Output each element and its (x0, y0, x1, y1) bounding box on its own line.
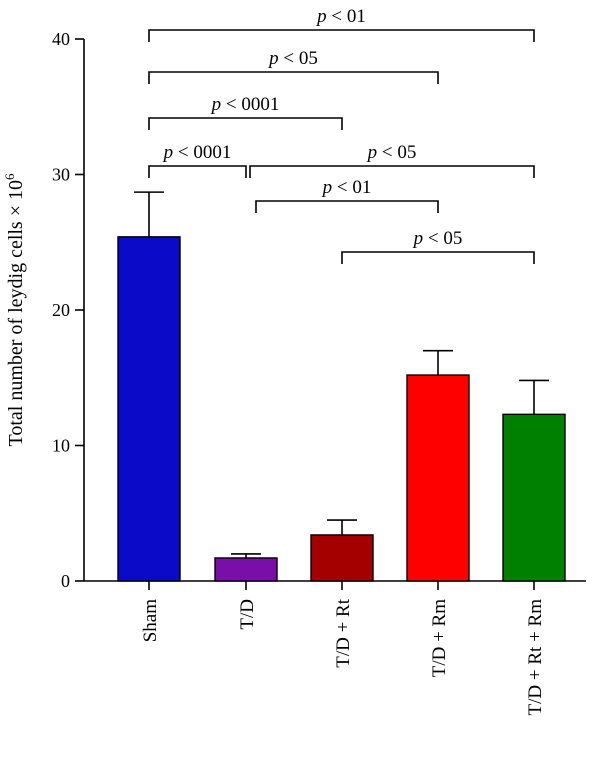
p-symbol: p (412, 228, 424, 249)
x-tick-label: T/D + Rt (333, 598, 354, 667)
significance-label: p < 05 (412, 228, 463, 249)
significance-bracket (255, 200, 439, 213)
y-tick-label: 40 (52, 29, 70, 49)
significance-bracket (148, 71, 439, 84)
x-tick-label: T/D + Rm (429, 599, 450, 677)
error-bars (134, 191, 549, 558)
significance-bracket (341, 251, 535, 264)
significance-label: p < 05 (267, 48, 318, 69)
significance-label: p < 01 (321, 177, 372, 198)
p-threshold: < 05 (423, 228, 462, 249)
p-symbol: p (366, 142, 378, 163)
bar-4 (502, 413, 566, 582)
p-symbol: p (210, 94, 222, 115)
svg-text:Total number of leydig cells ×: Total number of leydig cells × 106 (2, 173, 27, 446)
p-symbol: p (267, 48, 279, 69)
p-threshold: < 01 (332, 177, 371, 198)
y-tick-label: 10 (52, 436, 70, 456)
bar-2 (310, 534, 374, 582)
y-tick-label: 0 (61, 571, 70, 591)
significance-bracket (148, 29, 535, 42)
y-axis-label: Total number of leydig cells × 106 (2, 173, 27, 446)
significance-bracket (148, 165, 247, 178)
p-symbol: p (315, 6, 327, 27)
bar-0 (117, 236, 181, 582)
p-threshold: < 05 (377, 142, 416, 163)
significance-bracket (249, 165, 535, 178)
p-threshold: < 01 (327, 6, 366, 27)
y-axis-label-superscript: 6 (2, 173, 17, 180)
significance-bracket (148, 117, 343, 130)
x-tick-label: T/D (237, 599, 258, 630)
x-tick-label: T/D + Rt + Rm (525, 599, 546, 716)
significance-label: p < 01 (315, 6, 366, 27)
p-symbol: p (321, 177, 333, 198)
y-tick-label: 20 (52, 300, 70, 320)
x-tick-label: Sham (140, 599, 161, 643)
significance-label: p < 0001 (162, 142, 232, 163)
p-threshold: < 0001 (173, 142, 231, 163)
y-axis-label-text: Total number of leydig cells × 10 (5, 180, 27, 446)
p-threshold: < 0001 (221, 94, 279, 115)
y-tick-label: 30 (52, 165, 70, 185)
significance-label: p < 05 (366, 142, 417, 163)
p-threshold: < 05 (279, 48, 318, 69)
bar-3 (406, 374, 470, 582)
p-symbol: p (162, 142, 174, 163)
x-axis-labels: Sham T/D T/D + Rt T/D + Rm T/D + Rt + Rm (140, 598, 546, 715)
bar-1 (214, 557, 278, 582)
significance-label: p < 0001 (210, 94, 280, 115)
